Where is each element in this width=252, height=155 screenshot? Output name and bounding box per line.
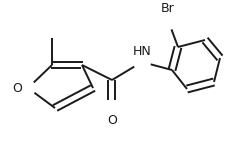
Text: HN: HN <box>132 45 151 58</box>
Text: O: O <box>107 114 116 127</box>
Text: O: O <box>12 82 22 95</box>
Text: Br: Br <box>161 2 174 15</box>
